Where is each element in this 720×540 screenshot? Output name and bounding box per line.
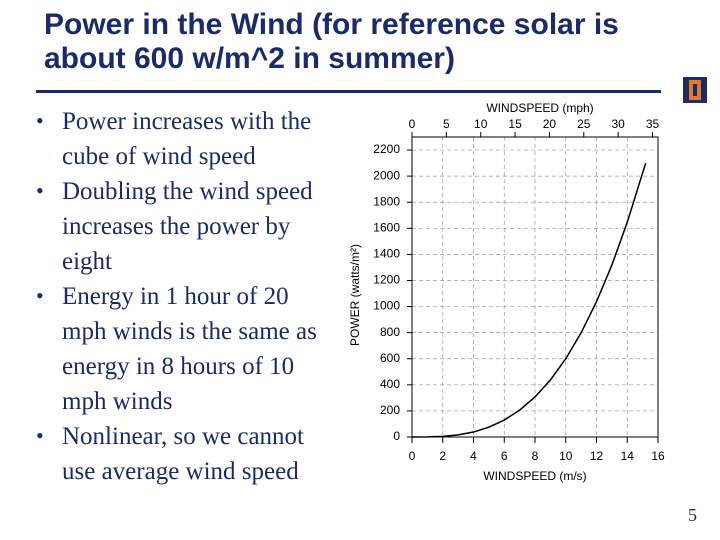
y-tick-label: 600 [380,351,400,365]
logo [683,77,707,103]
y-tick-label: 1000 [373,299,400,313]
title-rule [36,90,661,93]
y-tick-label: 1600 [373,220,400,234]
page-number: 5 [688,505,697,525]
y-tick-label: 1200 [373,273,400,287]
y-tick-label: 200 [380,403,400,417]
y-tick-label: 1800 [373,194,400,208]
plot-frame [411,136,659,438]
bullet: Doubling the wind speed increases the po… [36,173,336,279]
x2-tick-label: 25 [577,117,591,131]
y-tick-label: 0 [393,429,400,443]
x2-tick-label: 15 [508,117,522,131]
y-axis-label: POWER (watts/m²) [348,244,362,346]
x-tick-label: 16 [651,449,665,463]
y-tick-label: 2200 [373,142,400,156]
x-tick-label: 2 [439,449,446,463]
x2-tick-label: 20 [543,117,557,131]
x-tick-label: 12 [590,449,604,463]
x2-tick-label: 30 [611,117,625,131]
y-tick-label: 800 [380,325,400,339]
x-tick-label: 8 [532,449,539,463]
bullet: Power increases with the cube of wind sp… [36,103,336,174]
y-tick-label: 2000 [373,168,400,182]
x-tick-label: 6 [501,449,508,463]
y-tick-label: 400 [380,377,400,391]
x2-tick-label: 35 [646,117,660,131]
curve [411,162,647,438]
x2-tick-label: 5 [443,117,450,131]
x2-axis-label: WINDSPEED (mph) [486,101,593,115]
bullet-list: Power increases with the cube of wind sp… [36,103,336,489]
x2-tick-label: 10 [474,117,488,131]
x-tick-label: 10 [559,449,573,463]
y-tick-label: 1400 [373,247,400,261]
x2-tick-label: 0 [409,117,416,131]
bullet: Energy in 1 hour of 20 mph winds is the … [36,278,336,419]
x-axis-label: WINDSPEED (m/s) [483,469,586,483]
x-tick-label: 4 [470,449,477,463]
x-tick-label: 0 [409,449,416,463]
slide-title: Power in the Wind (for reference solar i… [44,8,619,75]
bullet: Nonlinear, so we cannot use average wind… [36,418,336,489]
x-tick-label: 14 [621,449,635,463]
